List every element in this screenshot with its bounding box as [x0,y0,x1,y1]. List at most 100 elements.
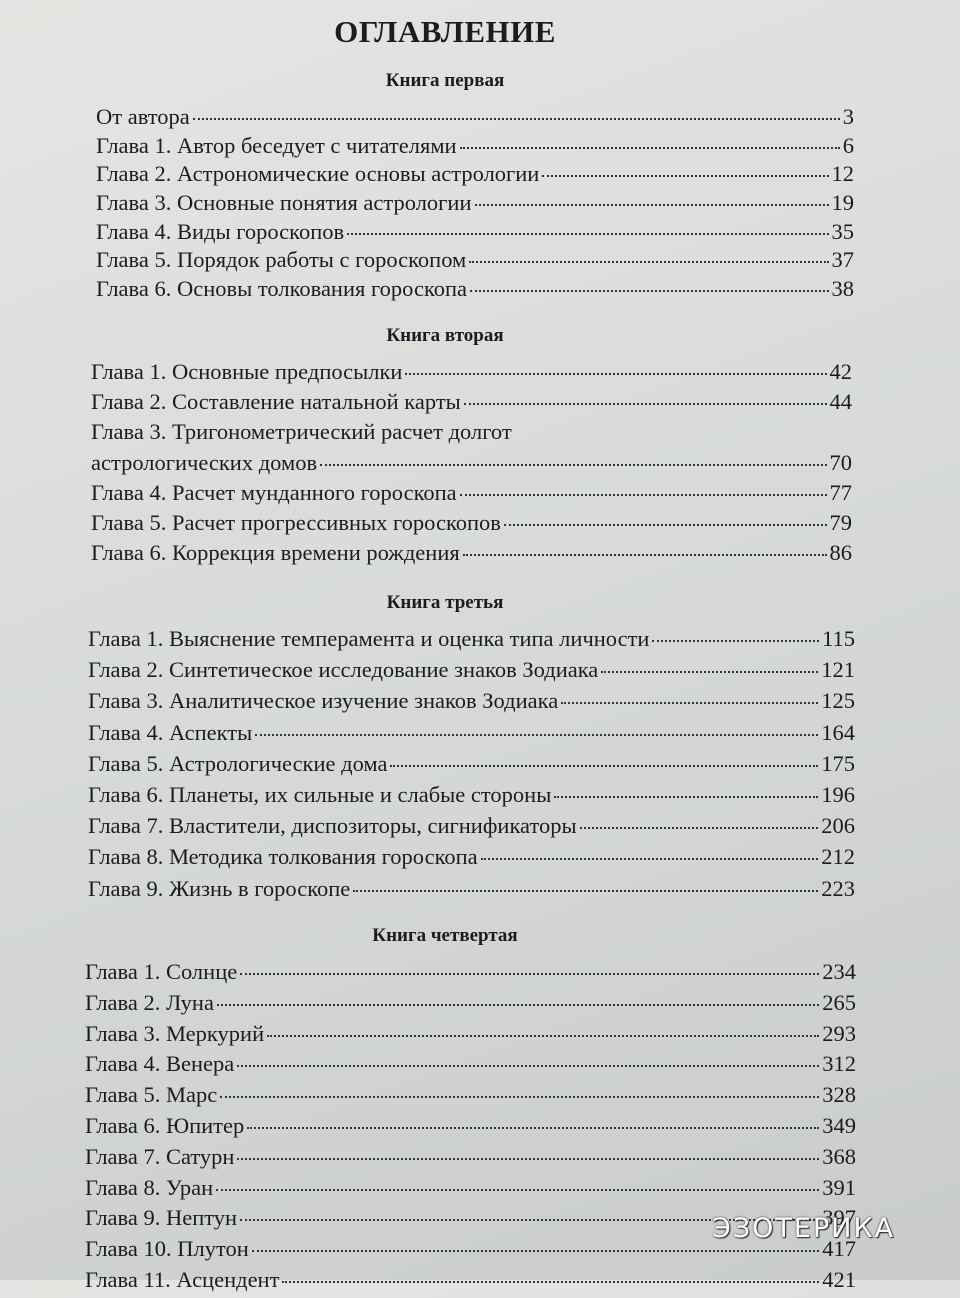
section: Книга третья Глава 1. Выяснение темпераме… [0,592,960,907]
entry-label: Глава 4. Виды гороскопов [96,218,345,244]
entry-row: Глава 2. Составление натальной карты 44 [91,389,852,419]
page-number: 312 [822,1051,856,1077]
entry-label: Глава 2. Синтетическое исследование знак… [88,657,599,683]
dot-leader [652,640,820,642]
page-number: 175 [821,750,855,776]
entry-row: Глава 8. Уран 391 [85,1175,856,1206]
section-heading: Книга первая [385,70,505,91]
dot-leader [251,1250,820,1253]
toc-entry: Глава 4. Аспекты 164 [88,720,855,751]
page-number: 164 [821,719,855,745]
entry-row: Глава 2. Луна 265 [85,990,856,1021]
entry-row: Глава 5. Порядок работы с гороскопом 37 [96,247,854,276]
entry-row: Глава 6. Коррекция времени рождения 86 [91,540,852,570]
toc-entry: Глава 5. Расчет прогрессивных гороскопов… [91,510,852,540]
page-number: 37 [831,247,855,273]
entry-label: Глава 4. Расчет мунданного гороскопа [91,479,457,505]
toc-entry: Глава 6. Планеты, их сильные и слабые ст… [88,782,855,813]
toc-entry: Глава 6. Коррекция времени рождения 86 [91,540,852,570]
toc-entry: Глава 4. Расчет мунданного гороскопа 77 [91,480,852,510]
entry-row: Глава 7. Сатурн 368 [85,1144,856,1175]
dot-leader [282,1280,820,1283]
entry-label: Глава 5. Астрологические дома [88,750,388,776]
page-number: 234 [822,959,856,984]
entry-label: Глава 9. Нептун [85,1205,238,1231]
dot-leader [237,1157,820,1160]
toc-entry: Глава 3. Основные понятия астрологии 19 [96,190,854,219]
entry-label: Глава 6. Основы толкования гороскопа [96,276,468,302]
dot-leader [459,493,827,496]
toc-entry: Глава 9. Жизнь в гороскопе 223 [88,876,855,907]
dot-leader [462,554,827,557]
toc-entry: Глава 1. Автор беседует с читателями 6 [96,133,854,162]
entry-row: Глава 8. Методика толкования гороскопа 21… [88,844,855,875]
entry-label: Глава 4. Венера [85,1051,235,1077]
toc-entry: Глава 10. Плутон 417 [85,1236,856,1267]
entry-label: Глава 1. Выяснение темперамента и оценка… [88,626,650,651]
dot-leader [474,204,829,207]
entry-label: Глава 3. Аналитическое изучение знаков З… [88,688,559,714]
entry-label: Глава 9. Жизнь в гороскопе [88,875,351,901]
entry-label: Глава 5. Порядок работы с гороскопом [96,247,467,273]
dot-leader [237,1065,820,1068]
dot-leader [255,733,819,736]
entry-row: Глава 3. Основные понятия астрологии 19 [96,190,854,219]
entry-label: Глава 5. Расчет прогрессивных гороскопов [91,509,501,535]
entry-label: Глава 6. Юпитер [85,1112,245,1138]
entry-label: Глава 1. Солнце [85,959,238,984]
entry-row: Глава 4. Аспекты 164 [88,720,855,751]
page-number: 19 [831,190,855,216]
entry-row: Глава 4. Венера 312 [85,1051,856,1082]
dot-leader [480,858,819,861]
page-number: 38 [831,276,855,302]
entry-label: Глава 8. Методика толкования гороскопа [88,844,478,870]
page-number: 42 [829,359,853,384]
dot-leader [561,702,819,705]
toc-entry: Глава 7. Сатурн 368 [85,1144,856,1175]
entry-label: Глава 8. Уран [85,1174,214,1200]
dot-leader [390,764,819,767]
dot-leader [216,1003,820,1006]
entry-row: Глава 1. Солнце 234 [85,959,856,990]
entry-row: астрологических домов 70 [91,450,852,480]
entry-label: Глава 2. Луна [85,989,214,1015]
page-number: 368 [822,1143,856,1169]
toc-entry: Глава 11. Асцендент 421 [85,1267,856,1298]
toc-entry: Глава 5. Марс 328 [85,1082,856,1113]
dot-leader [240,1219,820,1222]
entry-label: Глава 3. Меркурий [85,1020,265,1046]
entry-label: Глава 1. Основные предпосылки [91,359,403,384]
dot-leader [601,671,819,674]
entry-label: Глава 3. Тригонометрический расчет долго… [91,419,512,445]
dot-leader [459,146,840,149]
dot-leader [579,827,819,830]
page-number: 70 [829,449,853,475]
watermark: ЭЗОТЕРИКА [712,1213,896,1244]
page-number: 196 [821,781,855,807]
page-number: 125 [821,688,855,714]
toc-entry: Глава 5. Астрологические дома 175 [88,751,855,782]
dot-leader [405,373,827,375]
toc-entry: Глава 4. Виды гороскопов 35 [96,219,854,248]
entry-label: Глава 5. Марс [85,1082,218,1108]
entry-label: Глава 7. Властители, диспозиторы, сигниф… [88,813,577,839]
toc-entry: Глава 1. Солнце 234 [85,959,856,990]
section: Книга вторая Глава 1. Основные предпосылк… [0,325,960,570]
toc-entry: Глава 1. Основные предпосылки 42 [91,359,852,389]
toc-entry: Глава 2. Луна 265 [85,990,856,1021]
toc-entry: Глава 8. Методика толкования гороскопа 21… [88,844,855,875]
entry-row: Глава 1. Автор беседует с читателями 6 [96,133,854,162]
page-number: 265 [822,989,856,1015]
entry-row: Глава 7. Властители, диспозиторы, сигниф… [88,813,855,844]
dot-leader [220,1096,820,1099]
page-number: 3 [842,104,854,129]
dot-leader [247,1126,820,1129]
entry-row: Глава 2. Астрономические основы астролог… [96,161,854,190]
toc-entry: Глава 3. Тригонометрический расчет долго… [91,419,852,479]
section-heading: Книга вторая [386,325,504,346]
dot-leader [503,523,827,526]
entry-row: Глава 4. Расчет мунданного гороскопа 77 [91,480,852,510]
dot-leader [267,1034,820,1037]
toc-entry: Глава 6. Юпитер 349 [85,1113,856,1144]
entry-label: От автора [96,104,190,129]
